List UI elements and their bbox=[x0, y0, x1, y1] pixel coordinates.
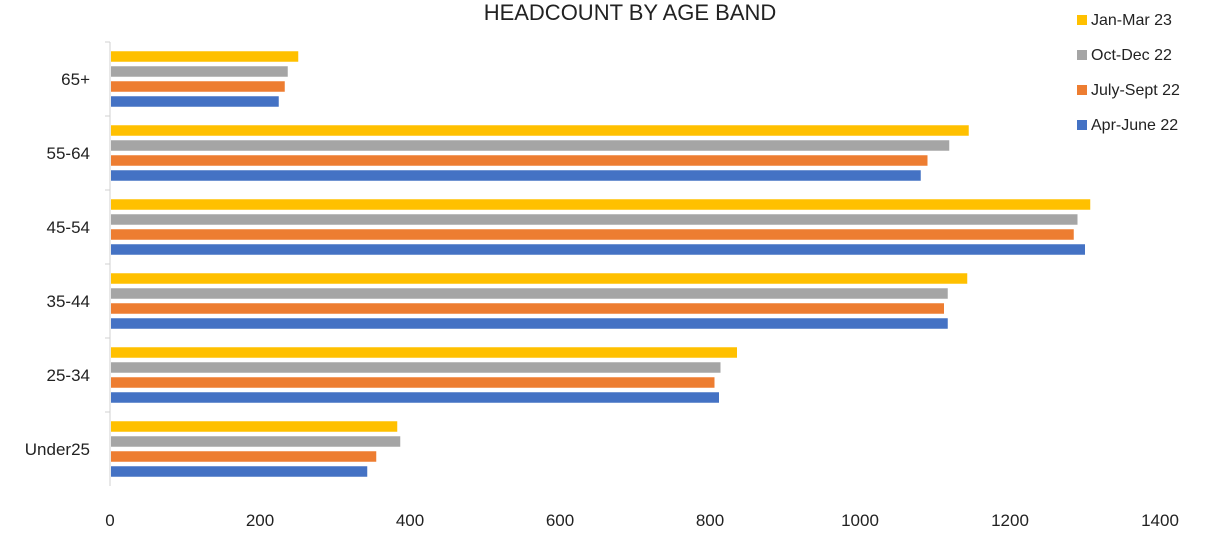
legend-swatch bbox=[1077, 15, 1087, 25]
x-tick-label: 600 bbox=[546, 511, 574, 530]
bar bbox=[111, 377, 715, 388]
bar bbox=[111, 436, 401, 447]
legend-item: July-Sept 22 bbox=[1077, 82, 1180, 99]
bar bbox=[111, 273, 968, 284]
category-label: 25-34 bbox=[47, 366, 90, 385]
legend-item: Jan-Mar 23 bbox=[1077, 12, 1172, 29]
legend-swatch bbox=[1077, 120, 1087, 130]
bar bbox=[111, 466, 368, 477]
legend-item: Oct-Dec 22 bbox=[1077, 47, 1172, 64]
legend: Jan-Mar 23 Oct-Dec 22 July-Sept 22 Apr-June… bbox=[1077, 12, 1180, 134]
bar bbox=[111, 451, 377, 462]
bar bbox=[111, 155, 928, 166]
legend-label: Apr-June 22 bbox=[1091, 117, 1178, 134]
category-label: Under25 bbox=[25, 440, 90, 459]
bar bbox=[111, 170, 921, 181]
bar bbox=[111, 244, 1085, 255]
bar bbox=[111, 347, 737, 358]
x-tick-label: 400 bbox=[396, 511, 424, 530]
category-label: 45-54 bbox=[47, 218, 90, 237]
bars-layer bbox=[111, 51, 1091, 477]
bar bbox=[111, 318, 948, 329]
legend-label: July-Sept 22 bbox=[1091, 82, 1180, 99]
legend-label: Oct-Dec 22 bbox=[1091, 47, 1172, 64]
category-label: 55-64 bbox=[47, 144, 90, 163]
x-tick-label: 800 bbox=[696, 511, 724, 530]
bar bbox=[111, 392, 719, 403]
legend-swatch bbox=[1077, 85, 1087, 95]
bar bbox=[111, 140, 950, 151]
axis-layer: Under25 25-34 35-44 45-54 55-64 65+ 0 200 400 600… bbox=[25, 41, 1179, 530]
bar bbox=[111, 96, 279, 107]
bar bbox=[111, 51, 299, 62]
x-tick-label: 1400 bbox=[1141, 511, 1179, 530]
chart-title: HEADCOUNT BY AGE BAND bbox=[484, 0, 777, 25]
x-tick-label: 0 bbox=[105, 511, 114, 530]
legend-swatch bbox=[1077, 50, 1087, 60]
bar bbox=[111, 66, 288, 77]
bar bbox=[111, 288, 948, 299]
bar bbox=[111, 125, 969, 136]
bar bbox=[111, 303, 944, 314]
legend-label: Jan-Mar 23 bbox=[1091, 12, 1172, 29]
legend-item: Apr-June 22 bbox=[1077, 117, 1178, 134]
x-tick-label: 1000 bbox=[841, 511, 879, 530]
bar bbox=[111, 421, 398, 432]
x-tick-label: 200 bbox=[246, 511, 274, 530]
category-label: 65+ bbox=[61, 70, 90, 89]
bar bbox=[111, 214, 1078, 225]
bar bbox=[111, 229, 1074, 240]
category-label: 35-44 bbox=[47, 292, 90, 311]
bar bbox=[111, 199, 1091, 210]
x-tick-label: 1200 bbox=[991, 511, 1029, 530]
bar bbox=[111, 362, 721, 373]
bar bbox=[111, 81, 285, 92]
